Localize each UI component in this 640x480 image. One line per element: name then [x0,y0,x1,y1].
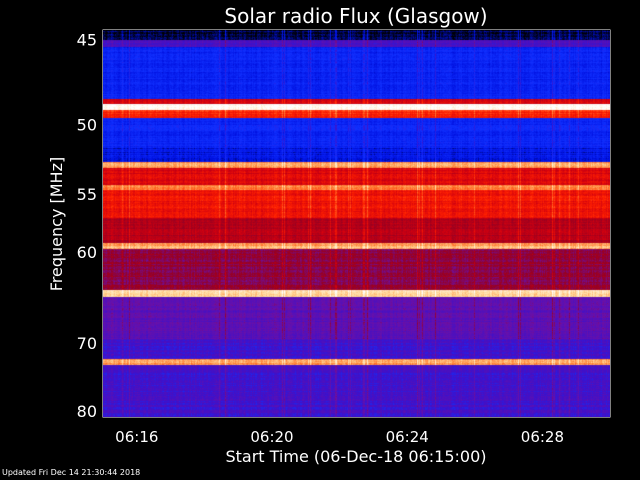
spectrogram-plot [103,30,610,417]
x-tick-label: 06:28 [521,428,564,446]
update-timestamp: Updated Fri Dec 14 21:30:44 2018 [2,468,141,477]
y-tick-label: 45 [77,31,97,50]
y-axis-label: Frequency [MHz] [47,157,66,291]
y-tick-label: 60 [77,243,97,262]
chart-title: Solar radio Flux (Glasgow) [224,4,487,28]
x-axis-label: Start Time (06-Dec-18 06:15:00) [225,447,486,466]
spectrogram-image [103,30,610,417]
y-tick-label: 80 [77,402,97,421]
x-tick-label: 06:16 [115,428,158,446]
y-tick-label: 70 [77,334,97,353]
y-tick-label: 50 [77,115,97,134]
y-tick-label: 55 [77,185,97,204]
x-tick-label: 06:20 [250,428,293,446]
x-tick-label: 06:24 [386,428,429,446]
